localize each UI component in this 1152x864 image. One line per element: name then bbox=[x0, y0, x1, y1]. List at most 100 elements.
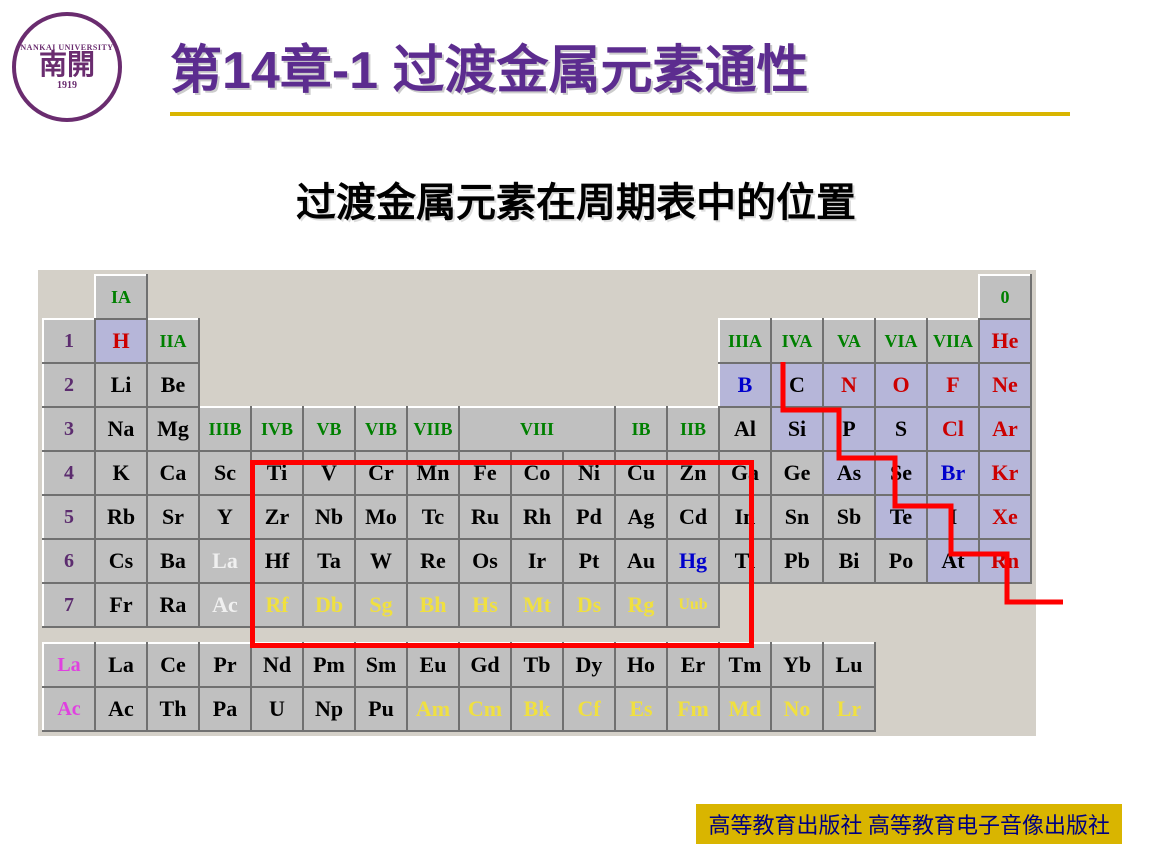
element-Lr: Lr bbox=[823, 687, 875, 731]
empty-cell bbox=[927, 275, 979, 319]
element-VA: VA bbox=[823, 319, 875, 363]
element-Bk: Bk bbox=[511, 687, 563, 731]
element-Sn: Sn bbox=[771, 495, 823, 539]
element-Ag: Ag bbox=[615, 495, 667, 539]
empty-cell bbox=[147, 275, 199, 319]
element-No: No bbox=[771, 687, 823, 731]
element-Np: Np bbox=[303, 687, 355, 731]
element-Bh: Bh bbox=[407, 583, 459, 627]
element-Ne: Ne bbox=[979, 363, 1031, 407]
element-Eu: Eu bbox=[407, 643, 459, 687]
element-Cs: Cs bbox=[95, 539, 147, 583]
empty-cell bbox=[303, 363, 355, 407]
element-Cf: Cf bbox=[563, 687, 615, 731]
element-H: H bbox=[95, 319, 147, 363]
element-Re: Re bbox=[407, 539, 459, 583]
element-Pd: Pd bbox=[563, 495, 615, 539]
element-Mg: Mg bbox=[147, 407, 199, 451]
element-Ac: Ac bbox=[95, 687, 147, 731]
empty-cell bbox=[355, 319, 407, 363]
element-4: 4 bbox=[43, 451, 95, 495]
element-Pa: Pa bbox=[199, 687, 251, 731]
element-At: At bbox=[927, 539, 979, 583]
element-Er: Er bbox=[667, 643, 719, 687]
element-IVA: IVA bbox=[771, 319, 823, 363]
element-Ge: Ge bbox=[771, 451, 823, 495]
empty-cell bbox=[251, 275, 303, 319]
element-Pu: Pu bbox=[355, 687, 407, 731]
element-IVB: IVB bbox=[251, 407, 303, 451]
element-Ba: Ba bbox=[147, 539, 199, 583]
element-He: He bbox=[979, 319, 1031, 363]
element-Br: Br bbox=[927, 451, 979, 495]
element-Ce: Ce bbox=[147, 643, 199, 687]
element-Bi: Bi bbox=[823, 539, 875, 583]
element-Dy: Dy bbox=[563, 643, 615, 687]
empty-cell bbox=[199, 363, 251, 407]
element-Cr: Cr bbox=[355, 451, 407, 495]
element-Tb: Tb bbox=[511, 643, 563, 687]
logo-year: 1919 bbox=[57, 80, 77, 91]
element-IIA: IIA bbox=[147, 319, 199, 363]
element-Gd: Gd bbox=[459, 643, 511, 687]
element-Sc: Sc bbox=[199, 451, 251, 495]
element-Ac: Ac bbox=[43, 687, 95, 731]
logo-text-cn: 南開 bbox=[39, 52, 95, 80]
element-IA: IA bbox=[95, 275, 147, 319]
element-Uub: Uub bbox=[667, 583, 719, 627]
element-IIB: IIB bbox=[667, 407, 719, 451]
element-U: U bbox=[251, 687, 303, 731]
element-Ru: Ru bbox=[459, 495, 511, 539]
empty-cell bbox=[563, 363, 615, 407]
element-Hs: Hs bbox=[459, 583, 511, 627]
empty-cell bbox=[875, 275, 927, 319]
element-La: La bbox=[95, 643, 147, 687]
element-N: N bbox=[823, 363, 875, 407]
element-Ga: Ga bbox=[719, 451, 771, 495]
empty-cell bbox=[511, 275, 563, 319]
empty-cell bbox=[407, 275, 459, 319]
element-Ra: Ra bbox=[147, 583, 199, 627]
element-6: 6 bbox=[43, 539, 95, 583]
empty-cell bbox=[251, 363, 303, 407]
element-Ni: Ni bbox=[563, 451, 615, 495]
element-Lu: Lu bbox=[823, 643, 875, 687]
page-subtitle: 过渡金属元素在周期表中的位置 bbox=[0, 170, 1152, 228]
element-I: I bbox=[927, 495, 979, 539]
element-Ca: Ca bbox=[147, 451, 199, 495]
empty-cell bbox=[511, 319, 563, 363]
empty-cell bbox=[563, 275, 615, 319]
empty-cell bbox=[407, 363, 459, 407]
empty-cell bbox=[303, 275, 355, 319]
element-Cu: Cu bbox=[615, 451, 667, 495]
element-Ta: Ta bbox=[303, 539, 355, 583]
empty-cell bbox=[199, 275, 251, 319]
element-Zr: Zr bbox=[251, 495, 303, 539]
empty-cell bbox=[355, 275, 407, 319]
element-Pb: Pb bbox=[771, 539, 823, 583]
empty-cell bbox=[615, 363, 667, 407]
element-Sr: Sr bbox=[147, 495, 199, 539]
element-Hg: Hg bbox=[667, 539, 719, 583]
empty-cell bbox=[459, 363, 511, 407]
element-Kr: Kr bbox=[979, 451, 1031, 495]
element-Os: Os bbox=[459, 539, 511, 583]
empty-cell bbox=[303, 319, 355, 363]
element-Se: Se bbox=[875, 451, 927, 495]
element-Mn: Mn bbox=[407, 451, 459, 495]
element-Nd: Nd bbox=[251, 643, 303, 687]
element-Rn: Rn bbox=[979, 539, 1031, 583]
page-title: 第14章-1 过渡金属元素通性 bbox=[170, 28, 809, 103]
element-Ho: Ho bbox=[615, 643, 667, 687]
publisher-footer: 高等教育出版社 高等教育电子音像出版社 bbox=[696, 804, 1122, 844]
element-F: F bbox=[927, 363, 979, 407]
element-Ir: Ir bbox=[511, 539, 563, 583]
element-Ar: Ar bbox=[979, 407, 1031, 451]
element-VIIB: VIIB bbox=[407, 407, 459, 451]
element-Rf: Rf bbox=[251, 583, 303, 627]
element-Yb: Yb bbox=[771, 643, 823, 687]
element-Mt: Mt bbox=[511, 583, 563, 627]
periodic-table: IA01HIIAIIIAIVAVAVIAVIIAHe2LiBeBCNOFNe3N… bbox=[38, 270, 1036, 736]
element-Li: Li bbox=[95, 363, 147, 407]
element-P: P bbox=[823, 407, 875, 451]
